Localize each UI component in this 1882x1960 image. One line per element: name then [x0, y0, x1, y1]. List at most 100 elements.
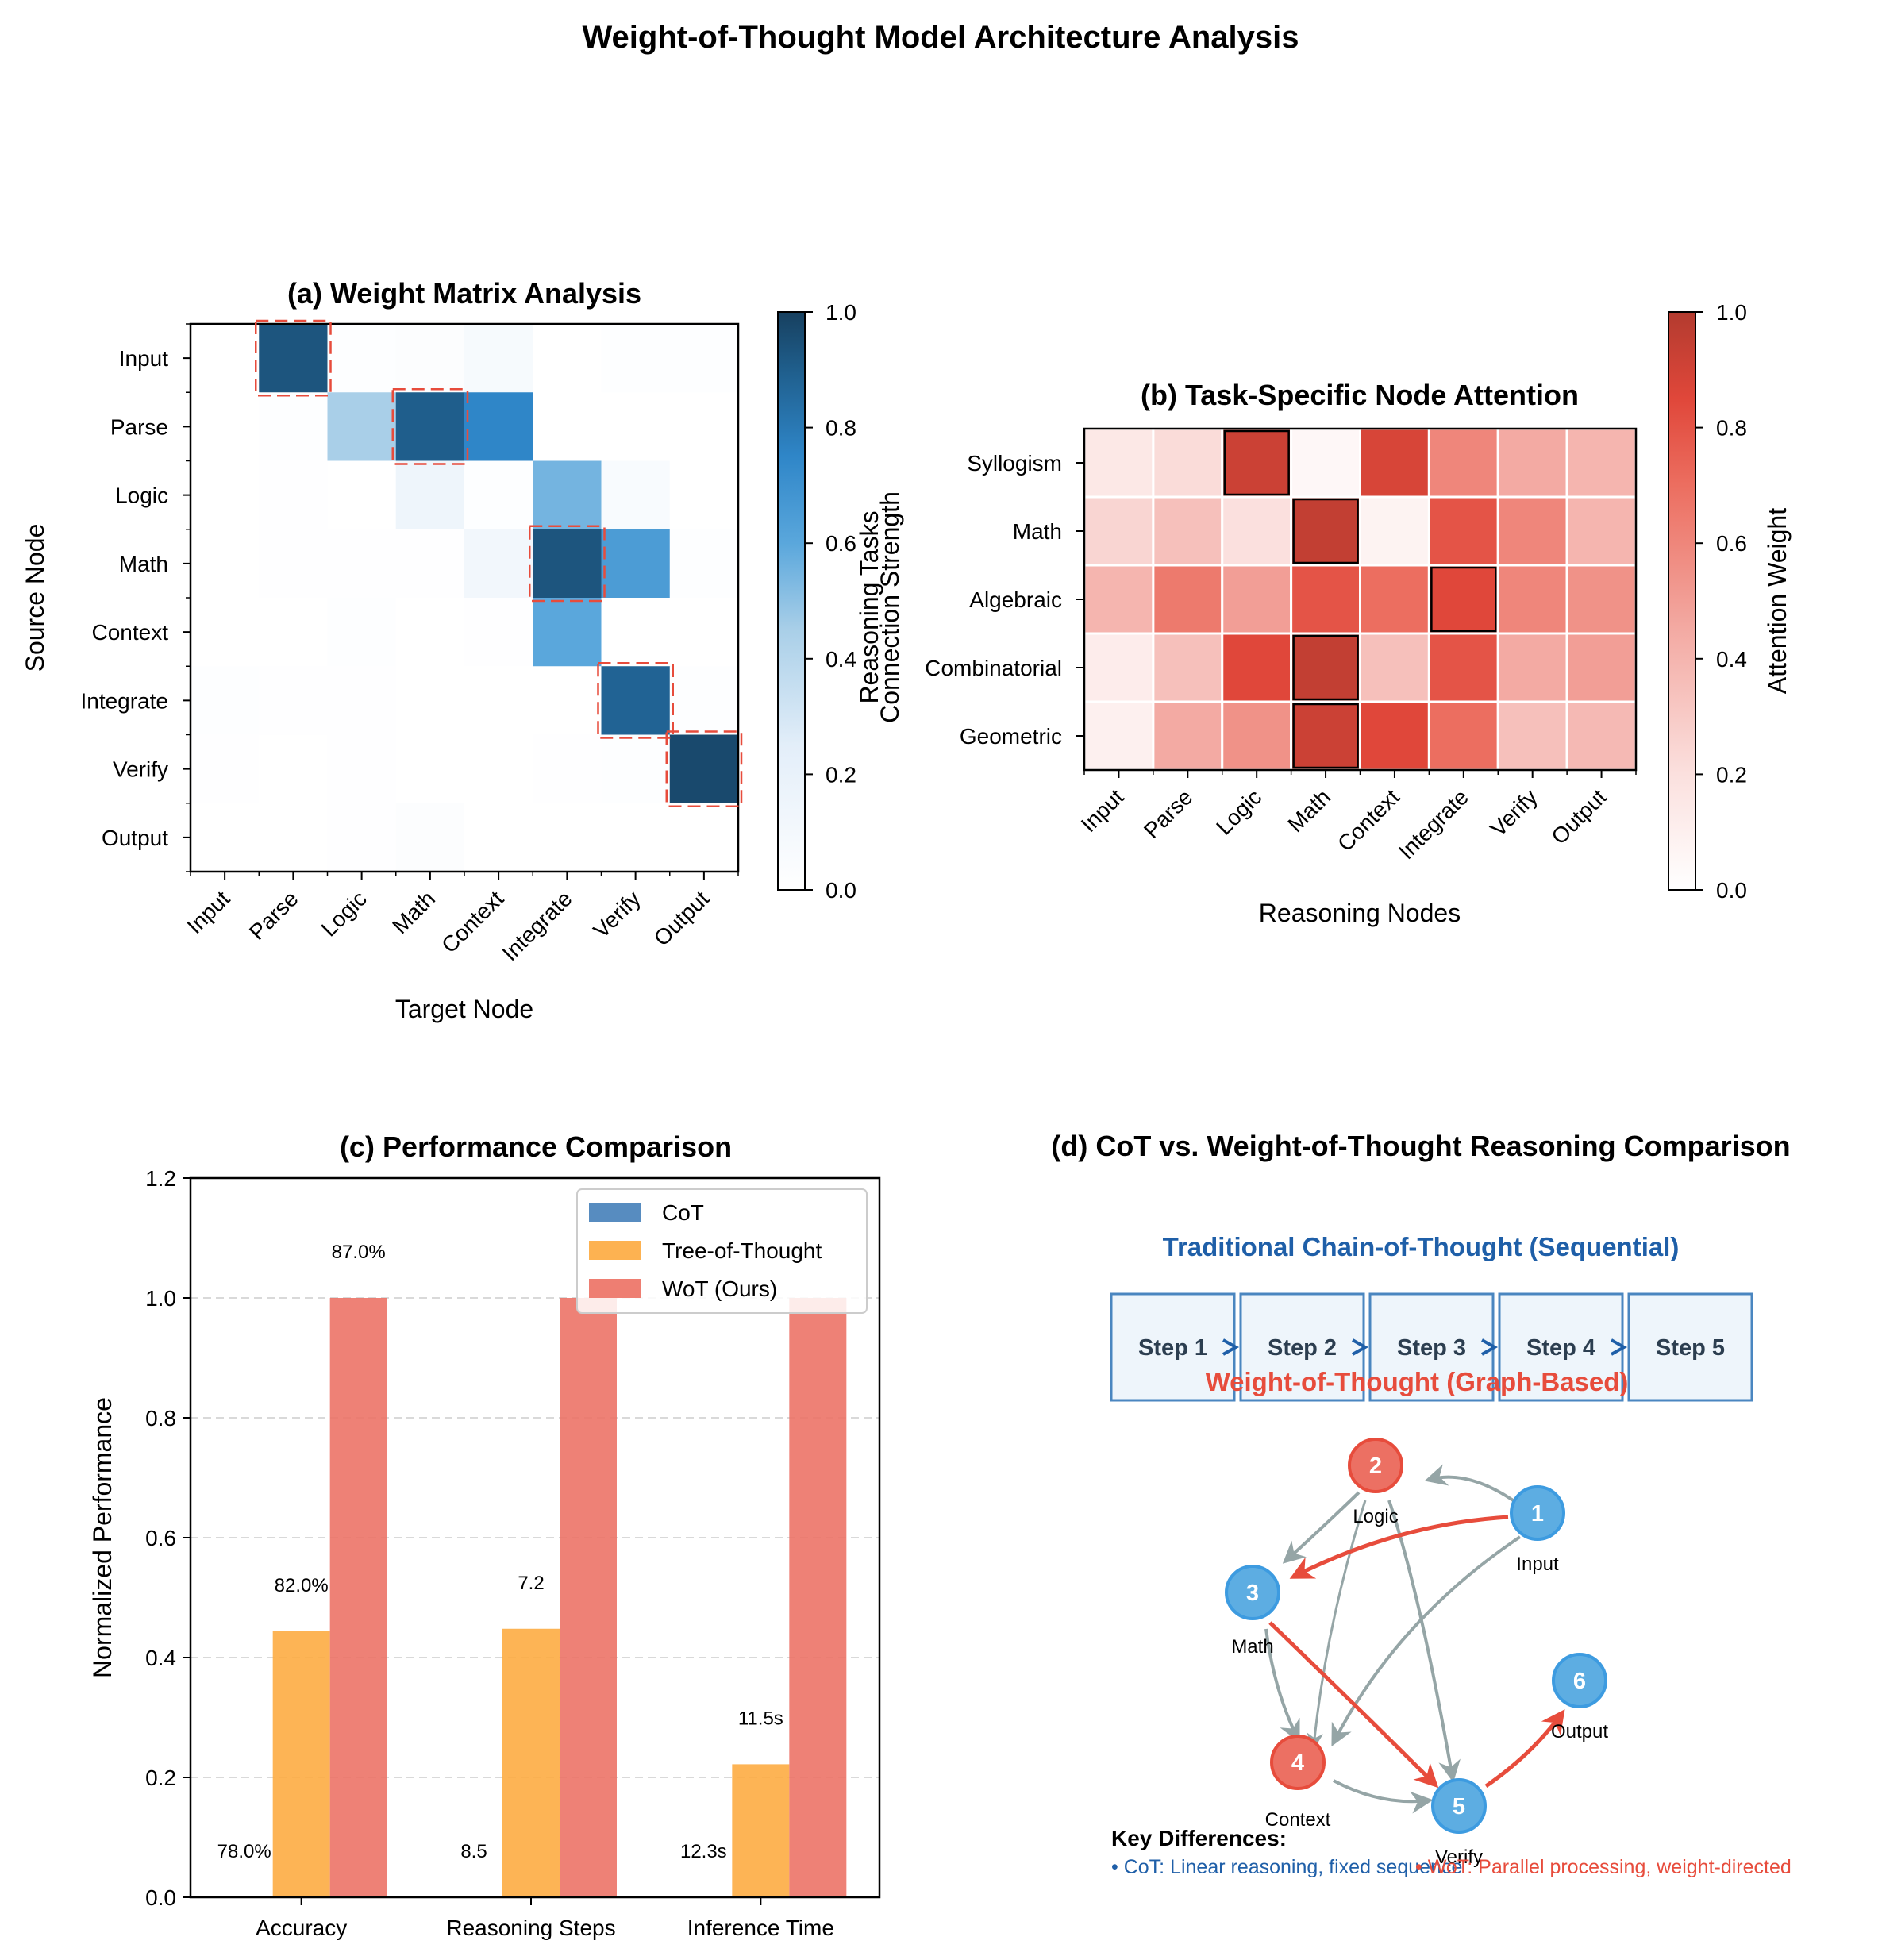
heatmap-b-cell — [1565, 700, 1638, 772]
cot-step-box — [1498, 1292, 1624, 1402]
heatmap-a-cell — [669, 666, 739, 735]
bar-tot — [272, 1631, 330, 1897]
heatmap-b-cell — [1290, 700, 1361, 772]
x-tick-label: Verify — [588, 886, 645, 942]
heatmap-a-cell — [327, 529, 397, 599]
chevron-right-icon — [1481, 1338, 1499, 1356]
heatmap-b-cell — [1359, 632, 1430, 703]
colorbar-tick-label: 0.0 — [826, 878, 856, 903]
heatmap-a-cell — [259, 392, 328, 461]
heatmap-a-cell — [191, 598, 260, 667]
y-tick-label: 1.2 — [145, 1166, 176, 1191]
x-tick-label: Reasoning Steps — [446, 1916, 615, 1940]
heatmap-b-cell — [1290, 495, 1361, 567]
y-tick-label: Context — [92, 620, 169, 645]
panel-c-performance: (c) Performance Comparison 78.0% 82.0% 87.… — [88, 1130, 881, 1940]
heatmap-b-cell — [1152, 495, 1224, 567]
heatmap-a-cell — [395, 460, 465, 530]
heatmap-b-cell — [1359, 427, 1430, 499]
heatmap-a-cell — [601, 666, 671, 735]
edge-4-5 — [1333, 1779, 1434, 1814]
legend-label-cot: CoT — [662, 1200, 704, 1225]
node-label: Math — [1231, 1636, 1273, 1658]
x-tick-label: Output — [649, 886, 714, 951]
panel-b-colorbar — [1668, 311, 1696, 891]
colorbar-tick-label: 0.0 — [1716, 878, 1747, 903]
heatmap-a-cell — [464, 324, 533, 393]
heatmap-a-cell — [191, 460, 260, 530]
key-wot: • WoT: Parallel processing, weight-direc… — [1415, 1856, 1792, 1878]
heatmap-a-cell — [601, 803, 671, 872]
heatmap-b-cell — [1565, 495, 1638, 567]
heatmap-a-cell — [259, 734, 328, 804]
heatmap-a-cell — [259, 803, 328, 872]
bar-wot — [789, 1298, 847, 1897]
highlight-cell-b — [1292, 634, 1359, 701]
legend-label-tot: Tree-of-Thought — [662, 1238, 822, 1263]
heatmap-a-cell — [259, 666, 328, 735]
heatmap-a-cell — [533, 598, 602, 667]
heatmap-a-cell — [327, 803, 397, 872]
heatmap-b-cell — [1152, 632, 1224, 703]
bar-value-label: 7.2 — [518, 1573, 544, 1594]
figure-title: Weight-of-Thought Model Architecture Ana… — [583, 20, 1299, 55]
y-tick-label: Output — [102, 826, 168, 850]
heatmap-a-cell — [464, 460, 533, 530]
panel-b-task-attention: (b) Task-Specific Node Attention Syllogi… — [925, 300, 1792, 927]
heatmap-b-cell — [1083, 564, 1155, 635]
bar-tot — [732, 1764, 790, 1897]
panel-a-ylabel: Source Node — [21, 524, 49, 672]
heatmap-a-cell — [601, 460, 671, 530]
heatmap-a-cell — [327, 460, 397, 530]
heatmap-a-cell — [395, 529, 465, 599]
heatmap-b-cell — [1427, 495, 1499, 567]
node-circle — [1270, 1735, 1326, 1790]
heatmap-a-cell — [464, 803, 533, 872]
heatmap-b-cell — [1565, 632, 1638, 703]
cot-step-label: Step 3 — [1397, 1335, 1466, 1361]
heatmap-a-cell — [669, 392, 739, 461]
heatmap-b-cell — [1427, 700, 1499, 772]
edge-3-4 — [1264, 1628, 1300, 1743]
heatmap-b-cell — [1221, 564, 1293, 635]
heatmap-b-cell — [1221, 427, 1293, 499]
bar-value-label: 82.0% — [275, 1575, 329, 1596]
highlight-cell-b — [1292, 498, 1359, 564]
x-tick-label: Input — [1076, 784, 1129, 837]
panel-a-colorbar-label: Connection Strength — [876, 491, 904, 723]
panel-c-y-ticks: 0.0 0.2 0.4 0.6 0.8 1.0 1.2 — [145, 1166, 191, 1910]
node-circle — [1225, 1565, 1280, 1620]
wot-nodes: 1 Input 2 Logic 3 Math 4 Context 5 Verify 6 Output — [1225, 1438, 1608, 1868]
node-number: 6 — [1573, 1669, 1586, 1694]
node-circle — [1552, 1653, 1607, 1708]
heatmap-b-cell — [1496, 495, 1568, 567]
heatmap-b-cell — [1496, 632, 1568, 703]
x-tick-label: Verify — [1485, 784, 1541, 841]
heatmap-a-cell — [259, 598, 328, 667]
highlight-cell-b — [1292, 703, 1359, 769]
panel-c-ylabel: Normalized Performance — [88, 1397, 117, 1678]
x-tick-label: Math — [1283, 784, 1335, 837]
heatmap-a-cell — [533, 324, 602, 393]
panel-b-colorbar-ticks: 0.0 0.2 0.4 0.6 0.8 1.0 — [1695, 300, 1747, 903]
colorbar-tick-label: 0.6 — [1716, 531, 1747, 556]
panel-c-bars — [272, 1298, 847, 1897]
heatmap-b-cell — [1359, 495, 1430, 567]
x-tick-label: Integrate — [1394, 784, 1473, 864]
colorbar-tick-label: 0.8 — [826, 416, 856, 441]
heatmap-b-cell — [1290, 632, 1361, 703]
x-tick-label: Inference Time — [687, 1916, 834, 1940]
heatmap-b-cell — [1496, 427, 1568, 499]
heatmap-a-cell — [669, 803, 739, 872]
heatmap-a-cell — [533, 666, 602, 735]
heatmap-b-cell — [1427, 632, 1499, 703]
bar-value-label: 12.3s — [680, 1841, 727, 1862]
heatmap-b-cell — [1290, 427, 1361, 499]
node-label: Input — [1516, 1554, 1559, 1575]
colorbar-tick-label: 0.2 — [1716, 762, 1747, 787]
node-label: Logic — [1353, 1506, 1398, 1527]
heatmap-a-cell — [533, 529, 602, 599]
heatmap-b-cell — [1152, 700, 1224, 772]
node-label: Verify — [1435, 1846, 1483, 1868]
